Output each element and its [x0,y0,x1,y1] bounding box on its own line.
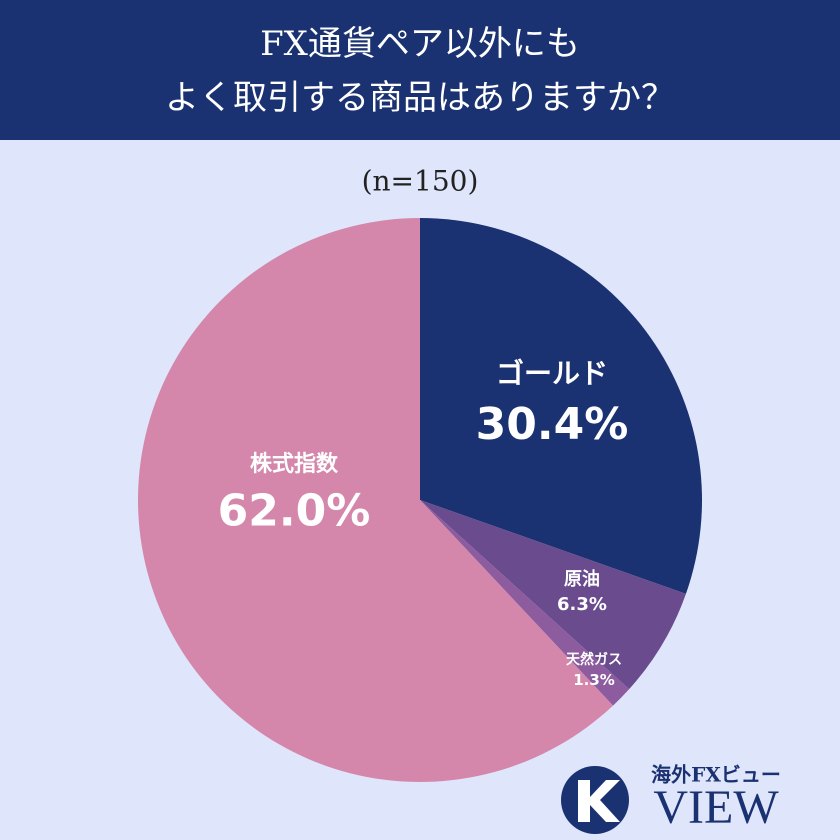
pie-slice [137,218,614,782]
value-label: 1.3% [573,671,615,689]
subtitle: (n=150) [362,165,479,198]
pie-slice [420,218,702,594]
value-label: 62.0% [218,485,371,536]
slice-label: 原油 [564,568,600,590]
value-label: 30.4% [476,399,629,450]
title-line: よく取引する商品はありますか？ [165,78,675,118]
pie-slice [420,500,630,706]
title-line: FX通貨ペア以外にも [260,24,580,64]
value-label: 6.3% [557,594,607,615]
slice-label: 天然ガス [566,651,622,668]
slice-label: ゴールド [496,357,608,390]
slice-label: 株式指数 [250,451,339,477]
pie-slice [420,500,686,690]
title-banner [0,0,840,140]
logo-large: VIEW [653,781,779,834]
logo-icon-k [578,780,620,822]
logo-small: 海外FXビュー [651,763,781,787]
logo: 海外FXビュー VIEW [561,763,781,834]
